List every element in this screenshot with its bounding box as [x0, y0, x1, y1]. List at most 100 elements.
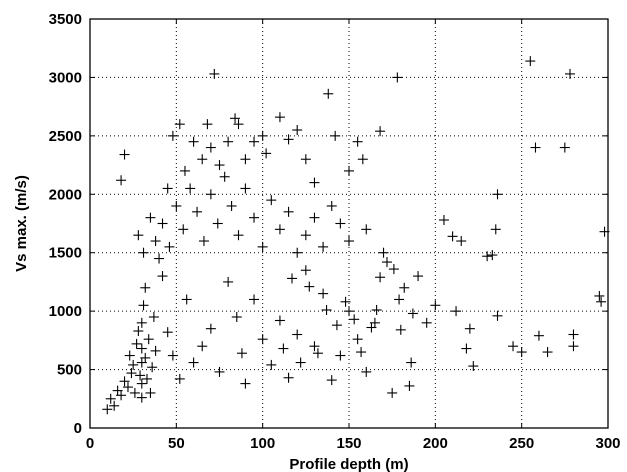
data-point — [421, 317, 432, 328]
data-point — [209, 68, 220, 79]
data-point — [283, 134, 294, 145]
data-point — [492, 310, 503, 321]
data-point — [136, 343, 147, 354]
data-point — [283, 206, 294, 217]
data-point — [214, 160, 225, 171]
data-point — [188, 136, 199, 147]
data-point — [344, 165, 354, 176]
data-point — [138, 300, 149, 311]
data-point — [164, 241, 175, 252]
data-point — [138, 247, 149, 258]
data-point — [233, 119, 244, 130]
data-point — [508, 341, 519, 352]
data-point — [430, 300, 441, 311]
data-point — [326, 200, 337, 211]
data-point — [394, 294, 405, 305]
data-point — [174, 373, 185, 384]
data-point — [230, 113, 241, 124]
data-point — [148, 311, 159, 322]
data-point — [300, 265, 311, 276]
data-point — [185, 183, 196, 194]
data-point — [140, 282, 151, 293]
data-point — [356, 347, 367, 358]
data-point — [568, 341, 579, 352]
y-tick-label: 1000 — [49, 303, 82, 320]
data-point — [116, 175, 127, 186]
data-point — [309, 177, 320, 188]
data-point — [240, 154, 251, 165]
data-point — [109, 400, 120, 411]
data-point — [594, 290, 605, 301]
data-point — [257, 334, 268, 345]
data-point — [102, 404, 113, 415]
data-point — [136, 317, 147, 328]
data-point — [300, 154, 311, 165]
data-point — [344, 236, 354, 247]
data-point — [136, 392, 147, 403]
data-point — [318, 241, 329, 252]
data-point — [214, 366, 225, 377]
data-point — [487, 250, 498, 261]
data-point — [283, 372, 294, 383]
data-point — [395, 324, 406, 335]
data-point — [171, 200, 182, 211]
data-point — [131, 338, 142, 349]
plot-frame — [89, 18, 609, 429]
data-point — [257, 130, 268, 141]
data-point — [309, 341, 320, 352]
data-point — [361, 224, 372, 235]
data-point — [295, 357, 306, 368]
data-point — [331, 320, 342, 331]
data-point — [197, 154, 208, 165]
data-point — [378, 247, 389, 258]
data-point — [399, 282, 410, 293]
data-point — [274, 315, 285, 326]
data-point — [129, 387, 140, 398]
data-point — [323, 88, 334, 99]
data-point — [318, 288, 329, 299]
data-point — [559, 142, 570, 153]
data-point — [198, 236, 209, 247]
data-point — [413, 271, 424, 282]
data-point — [205, 323, 216, 334]
data-point — [205, 142, 216, 153]
y-tick-label: 2500 — [49, 128, 82, 145]
data-point — [482, 251, 493, 262]
data-point — [375, 126, 386, 137]
data-point — [116, 390, 127, 401]
data-point — [223, 276, 234, 287]
y-tick-label: 3000 — [49, 69, 82, 86]
data-point — [141, 373, 152, 384]
data-point — [174, 119, 185, 130]
y-tick-label: 0 — [74, 420, 82, 437]
data-point — [261, 148, 272, 159]
data-point — [122, 382, 133, 393]
data-point — [461, 343, 472, 354]
data-point — [309, 212, 320, 223]
data-point — [236, 348, 247, 359]
data-point — [231, 311, 242, 322]
data-point — [357, 154, 368, 165]
data-point — [188, 357, 199, 368]
data-point — [366, 322, 377, 333]
data-point — [202, 119, 213, 130]
data-point — [143, 334, 154, 345]
data-points — [102, 56, 610, 415]
data-point — [335, 350, 346, 361]
data-point — [596, 296, 607, 307]
data-point — [119, 149, 130, 160]
data-point — [349, 314, 360, 325]
data-point — [292, 125, 303, 136]
data-point — [167, 130, 178, 141]
data-point — [128, 359, 139, 370]
data-point — [240, 378, 251, 389]
data-point — [326, 375, 337, 386]
data-point — [145, 387, 156, 398]
y-tick-label: 2000 — [49, 186, 82, 203]
data-point — [525, 56, 536, 67]
data-point — [330, 130, 341, 141]
data-point — [516, 347, 527, 358]
data-point — [292, 247, 303, 258]
data-point — [157, 271, 168, 282]
data-point — [388, 264, 399, 275]
